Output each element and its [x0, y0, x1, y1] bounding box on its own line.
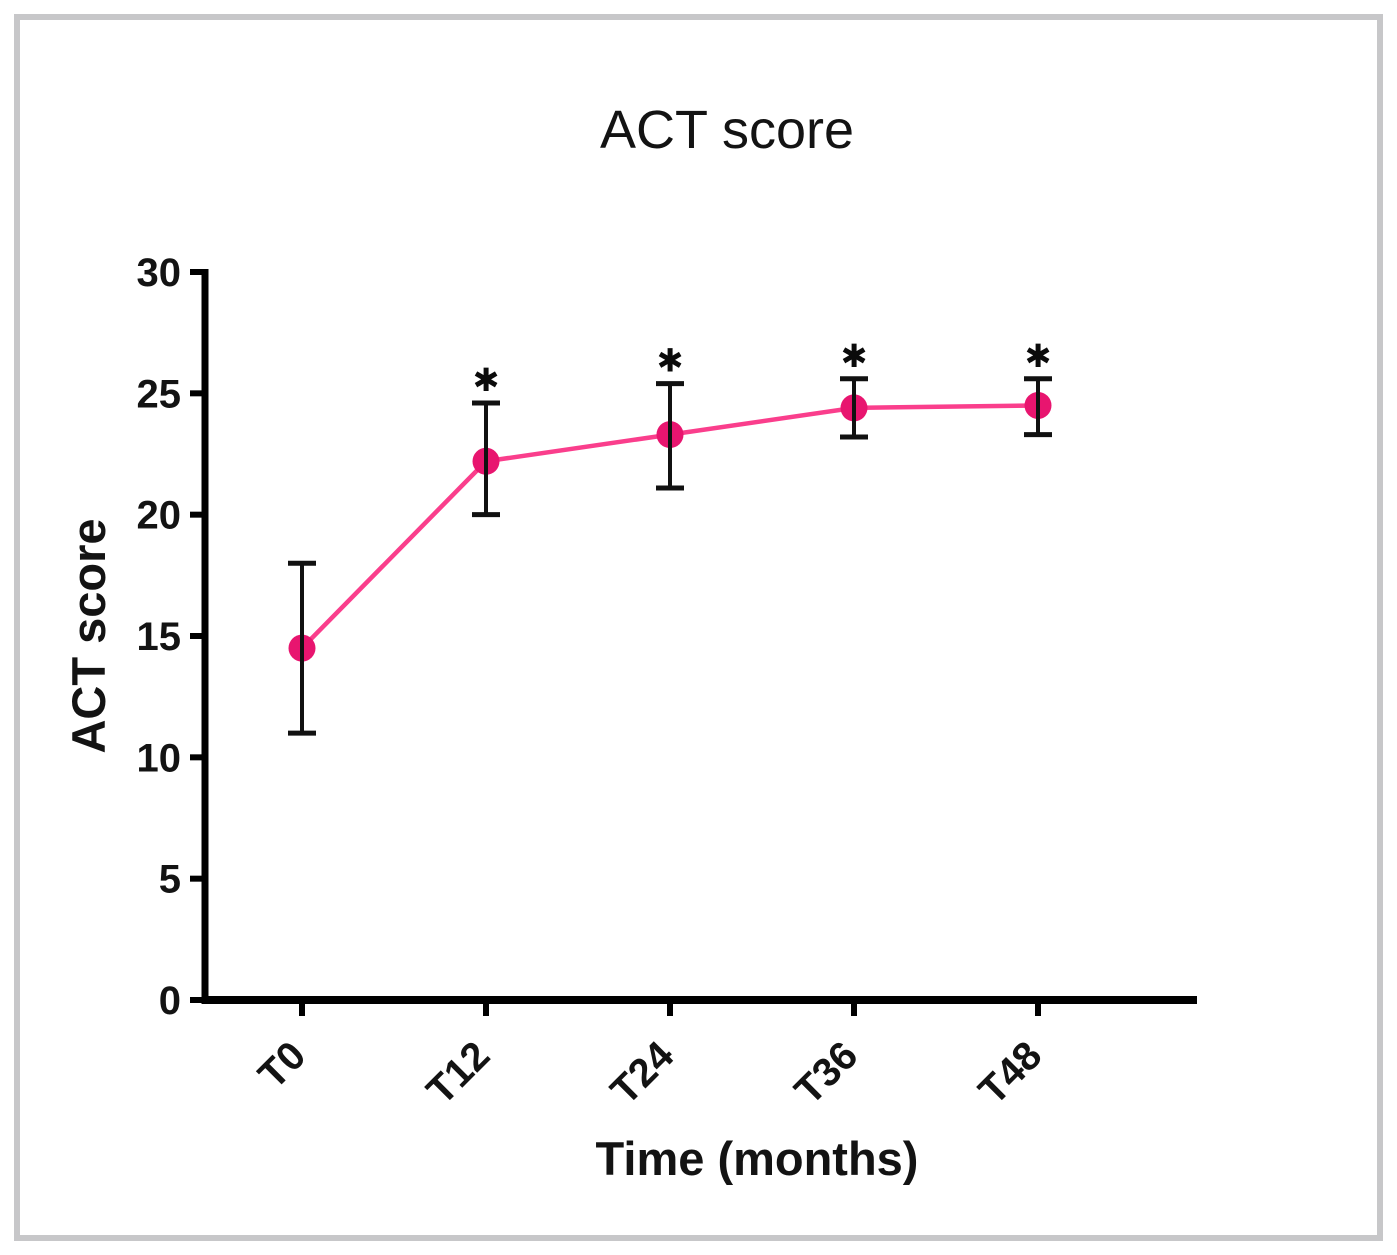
x-tick-label: T24 [603, 1033, 683, 1113]
y-axis-label: ACT score [62, 518, 115, 753]
significance-asterisk: ✱ [841, 337, 868, 375]
x-tick-label: T48 [971, 1033, 1051, 1113]
data-series: ✱ ✱ ✱ ✱ [288, 337, 1052, 736]
x-axis-label: Time (months) [596, 1132, 919, 1185]
significance-asterisk: ✱ [1025, 337, 1052, 375]
y-tick-label: 0 [159, 979, 181, 1023]
chart-title: ACT score [600, 100, 854, 160]
y-tick-label: 25 [137, 372, 182, 416]
y-tick-label: 10 [137, 736, 182, 780]
x-tick-label: T12 [419, 1033, 499, 1113]
x-tick-label: T36 [787, 1033, 867, 1113]
y-tick-label: 20 [137, 494, 182, 538]
y-tick-label: 15 [137, 615, 182, 659]
x-tick-label: T0 [250, 1033, 314, 1097]
significance-asterisk: ✱ [473, 361, 500, 399]
significance-asterisk: ✱ [657, 342, 684, 380]
y-tick-label: 30 [137, 251, 182, 295]
y-tick-label: 5 [159, 858, 181, 902]
